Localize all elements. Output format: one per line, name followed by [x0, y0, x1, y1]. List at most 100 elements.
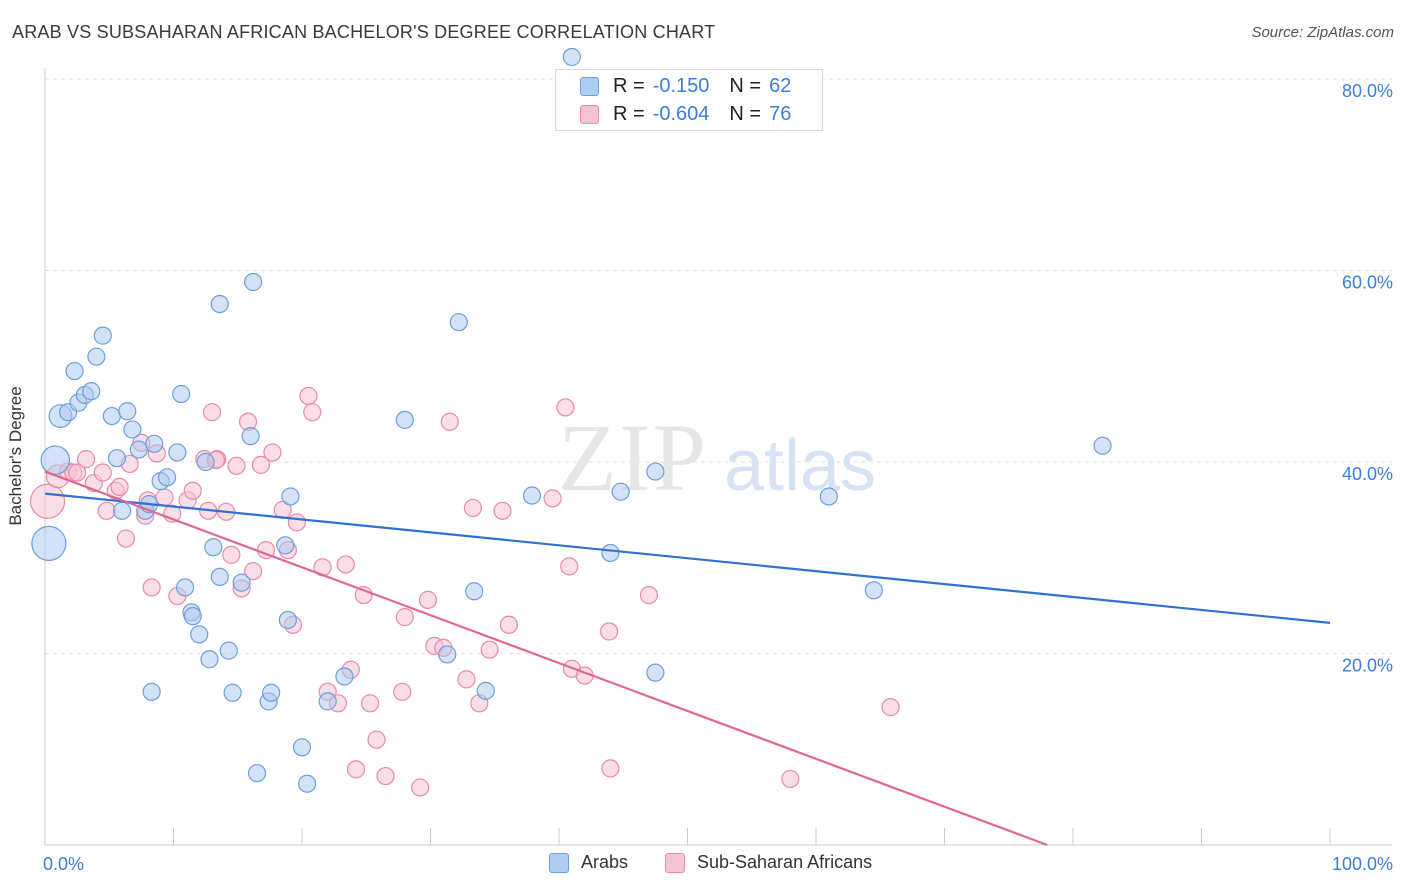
point-sub-saharan-african	[543, 489, 562, 508]
point-arab	[232, 573, 251, 592]
point-arab	[118, 402, 137, 421]
y-tick-label: 60.0%	[1342, 273, 1393, 293]
point-arab	[204, 538, 223, 557]
point-sub-saharan-african	[411, 778, 430, 797]
point-sub-saharan-african	[393, 682, 412, 701]
point-arab	[465, 582, 484, 601]
legend-n-value: 76	[769, 102, 792, 125]
point-arab	[864, 581, 883, 600]
point-arab	[87, 347, 106, 366]
point-sub-saharan-african	[440, 412, 459, 431]
point-arab	[200, 650, 219, 669]
point-sub-saharan-african	[367, 730, 386, 749]
ssa-swatch	[580, 104, 599, 124]
point-arab	[219, 641, 238, 660]
point-sub-saharan-african	[299, 386, 318, 406]
point-sub-saharan-african	[600, 622, 619, 641]
point-sub-saharan-african	[183, 481, 202, 500]
point-arab	[129, 440, 148, 459]
y-tick-label: 40.0%	[1342, 464, 1393, 484]
trend-line-ssa	[44, 470, 1048, 847]
point-sub-saharan-african	[93, 463, 112, 482]
point-arab	[183, 607, 202, 626]
trend-line-arabs	[44, 492, 1331, 624]
point-sub-saharan-african	[303, 403, 322, 422]
point-arab	[31, 525, 67, 561]
point-sub-saharan-african	[418, 590, 438, 609]
point-arab	[601, 543, 620, 563]
legend-label-arabs: Arabs	[581, 852, 629, 872]
point-arab	[145, 434, 164, 453]
legend-label-ssa: Sub-Saharan Africans	[697, 852, 873, 872]
legend-row-ssa: R = -0.604 N = 76	[580, 103, 791, 125]
point-sub-saharan-african	[251, 455, 270, 474]
point-arab	[522, 486, 542, 505]
legend-r-value: -0.150	[652, 74, 710, 97]
point-sub-saharan-african	[781, 769, 800, 789]
point-arab	[40, 445, 71, 475]
point-sub-saharan-african	[881, 698, 900, 717]
point-arab	[210, 567, 229, 587]
chart-title: ARAB VS SUBSAHARAN AFRICAN BACHELOR'S DE…	[12, 22, 716, 42]
series-arabs	[31, 47, 1112, 793]
point-arab	[102, 406, 121, 426]
point-arab	[172, 384, 191, 404]
legend-row-arabs: R = -0.150 N = 62	[580, 75, 791, 97]
point-arab	[241, 427, 260, 446]
point-sub-saharan-african	[601, 759, 620, 778]
point-sub-saharan-african	[227, 456, 246, 475]
point-arab	[395, 410, 414, 429]
tick-labels: 20.0% 40.0% 60.0% 80.0% 0.0% 100.0%	[43, 81, 1393, 874]
point-arab	[157, 468, 177, 487]
point-arab	[168, 443, 187, 462]
point-arab	[335, 667, 354, 686]
point-sub-saharan-african	[361, 694, 380, 713]
arabs-legend-swatch	[549, 852, 569, 873]
correlation-legend: R = -0.150 N = 62 R = -0.604 N = 76	[555, 69, 823, 131]
point-sub-saharan-african	[395, 608, 414, 627]
point-arab	[449, 313, 468, 332]
point-sub-saharan-african	[116, 529, 136, 548]
point-arab	[107, 449, 127, 468]
point-arab	[438, 645, 457, 664]
point-arab	[292, 738, 312, 757]
point-arab	[646, 462, 665, 481]
point-arab	[476, 681, 495, 700]
point-sub-saharan-african	[68, 463, 87, 482]
watermark-atlas: atlas	[724, 426, 876, 506]
point-arab	[65, 361, 84, 381]
point-sub-saharan-african	[287, 513, 306, 532]
point-sub-saharan-african	[346, 760, 366, 779]
point-arab	[93, 326, 112, 345]
point-arab	[223, 683, 242, 702]
point-sub-saharan-african	[493, 501, 512, 520]
y-tick-label: 20.0%	[1342, 656, 1393, 676]
axes	[44, 68, 1392, 846]
legend-n-value: 62	[769, 74, 792, 97]
x-tick-label-min: 0.0%	[43, 854, 84, 874]
point-arab	[247, 764, 267, 783]
point-arab	[646, 663, 665, 682]
point-arab	[196, 452, 215, 472]
point-sub-saharan-african	[263, 443, 282, 462]
point-arab	[210, 294, 229, 314]
point-arab	[298, 774, 317, 793]
watermark: ZIP atlas	[558, 404, 876, 511]
point-sub-saharan-african	[29, 483, 66, 519]
point-arab	[175, 578, 195, 597]
point-sub-saharan-african	[97, 501, 116, 520]
point-sub-saharan-african	[110, 477, 129, 496]
point-arab	[281, 487, 300, 506]
point-arab	[819, 487, 838, 506]
watermark-zip: ZIP	[558, 404, 708, 511]
point-arab	[244, 272, 263, 292]
point-sub-saharan-african	[202, 403, 222, 422]
point-arab	[611, 482, 630, 501]
source-label: Source: ZipAtlas.com	[1251, 24, 1394, 41]
legend-r-value: -0.604	[652, 102, 710, 125]
point-arab	[82, 382, 101, 401]
point-sub-saharan-african	[457, 670, 476, 689]
point-sub-saharan-african	[142, 578, 161, 597]
legend-item-ssa: Sub-Saharan Africans	[665, 852, 872, 873]
